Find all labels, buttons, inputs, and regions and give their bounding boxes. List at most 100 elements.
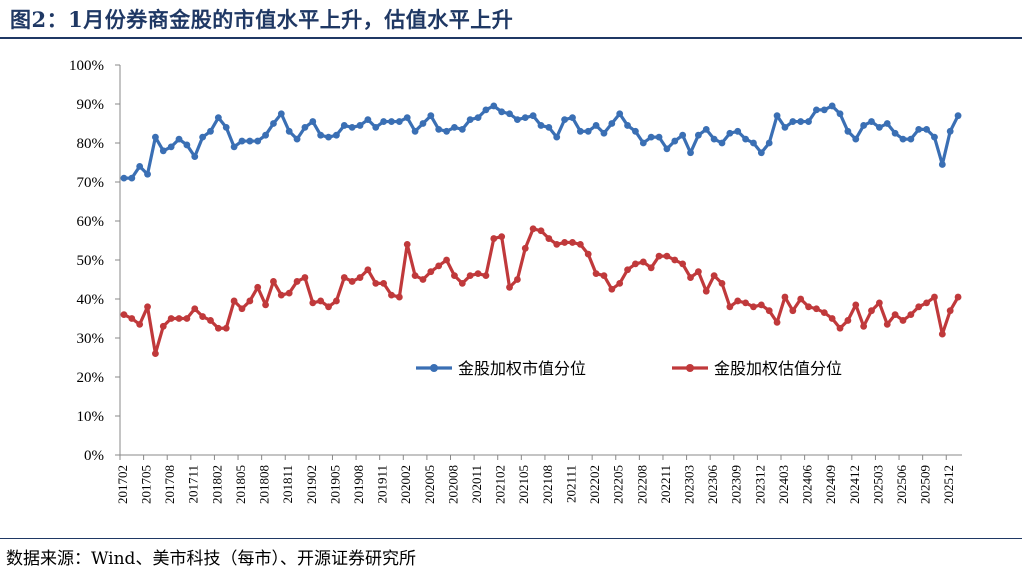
data-point	[529, 112, 537, 120]
x-tick-label: 202102	[493, 465, 508, 504]
data-point	[451, 272, 458, 279]
data-point	[403, 114, 411, 122]
data-point	[183, 315, 191, 322]
data-point	[388, 291, 395, 299]
data-point	[427, 112, 435, 120]
data-point	[923, 125, 930, 133]
data-point	[333, 297, 340, 305]
data-point	[435, 125, 443, 133]
data-point	[608, 285, 616, 293]
data-point	[875, 124, 883, 131]
data-point	[120, 311, 128, 318]
legend-swatch-marker	[430, 364, 438, 372]
data-point	[616, 110, 624, 118]
data-point	[333, 131, 340, 139]
data-point	[167, 143, 175, 151]
data-point	[167, 315, 175, 322]
x-tick-label: 201705	[139, 465, 154, 504]
data-point	[340, 122, 348, 129]
y-axis: 0% 10% 20% 30% 40% 50% 60% 70% 80% 90% 100%	[69, 58, 121, 464]
data-point	[380, 280, 388, 287]
data-point	[325, 133, 332, 141]
data-point	[655, 252, 663, 260]
data-point	[718, 280, 726, 287]
data-point	[529, 225, 537, 233]
data-point	[490, 235, 498, 242]
data-point	[270, 120, 277, 127]
data-point	[742, 299, 749, 307]
x-tick-label: 201908	[351, 465, 366, 504]
y-tick-label: 10%	[77, 409, 105, 425]
x-tick-label: 202409	[823, 465, 838, 504]
data-point	[734, 297, 742, 305]
data-point	[883, 320, 891, 328]
data-point	[561, 116, 569, 123]
data-point	[734, 127, 742, 135]
data-point	[222, 324, 230, 332]
data-point	[301, 274, 309, 281]
y-tick-label: 60%	[77, 214, 105, 230]
data-point	[875, 299, 883, 307]
data-point	[781, 293, 789, 301]
data-point	[569, 239, 576, 246]
figure-title: 图2：1月份券商金股的市值水平上升，估值水平上升	[10, 7, 514, 32]
data-point	[868, 307, 875, 315]
data-point	[262, 131, 269, 139]
title-divider	[0, 37, 1022, 39]
data-point	[254, 283, 262, 291]
data-point	[545, 124, 553, 131]
data-point	[262, 301, 269, 309]
data-point	[214, 114, 222, 122]
data-point	[632, 127, 639, 135]
data-point	[750, 139, 757, 147]
data-point	[364, 266, 372, 274]
data-point	[899, 317, 907, 324]
data-point	[938, 161, 946, 168]
data-point	[498, 233, 506, 241]
data-point	[616, 280, 624, 287]
data-point	[498, 108, 506, 116]
data-point	[513, 276, 521, 283]
data-point	[474, 270, 482, 278]
data-point	[773, 112, 781, 120]
data-point	[742, 135, 749, 143]
x-tick-label: 201805	[233, 465, 248, 504]
data-point	[238, 305, 246, 313]
data-point	[718, 139, 726, 147]
data-point	[576, 241, 584, 248]
data-point	[938, 330, 946, 338]
data-point	[301, 124, 309, 131]
y-tick-label: 40%	[77, 292, 105, 308]
data-point	[537, 122, 545, 129]
data-point	[679, 260, 687, 268]
x-tick-label: 202202	[587, 465, 602, 504]
data-point	[214, 324, 222, 332]
data-point	[797, 118, 805, 125]
data-point	[183, 141, 191, 149]
data-point	[246, 297, 254, 305]
data-point	[663, 145, 671, 153]
data-point	[403, 241, 411, 248]
data-point	[639, 258, 647, 266]
data-point	[356, 122, 364, 129]
legend-item-2: 金股加权估值分位	[672, 359, 842, 378]
data-point	[427, 268, 435, 276]
data-point	[443, 127, 450, 135]
data-point	[561, 239, 569, 246]
x-tick-label: 202002	[398, 465, 413, 504]
data-point	[765, 139, 773, 147]
data-point	[207, 317, 214, 324]
data-point	[120, 174, 128, 182]
data-point	[191, 153, 199, 161]
data-point	[136, 163, 144, 170]
source-note: 数据来源：Wind、美市科技（每市）、开源证券研究所	[6, 549, 416, 569]
x-tick-label: 201811	[280, 465, 295, 504]
x-tick-label: 202406	[800, 465, 815, 505]
data-point	[222, 124, 230, 131]
data-point	[466, 116, 474, 123]
x-tick-label: 202509	[918, 465, 933, 504]
data-point	[946, 127, 954, 135]
legend: 金股加权市值分位 金股加权估值分位	[416, 359, 842, 378]
data-point	[576, 127, 584, 135]
data-point	[757, 149, 765, 157]
